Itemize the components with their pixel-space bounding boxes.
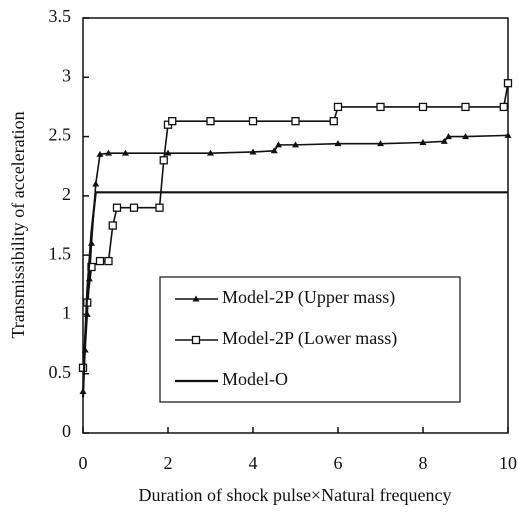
x-tick-label: 10 <box>499 453 517 473</box>
y-axis-title: Transmissibility of acceleration <box>8 111 28 338</box>
marker <box>461 102 470 112</box>
marker <box>503 79 513 88</box>
y-tick-label: 2 <box>62 184 71 204</box>
marker <box>105 149 112 156</box>
y-tick-label: 0.5 <box>49 362 72 382</box>
marker <box>376 102 385 112</box>
marker <box>333 102 343 112</box>
marker <box>155 203 164 212</box>
plot-frame <box>82 17 509 434</box>
legend-label: Model-O <box>222 369 288 389</box>
legend-label: Model-2P (Upper mass) <box>222 287 395 308</box>
marker <box>122 149 129 156</box>
marker <box>164 149 172 156</box>
marker <box>329 117 338 126</box>
marker <box>92 180 100 187</box>
marker <box>504 131 512 138</box>
x-tick-label: 4 <box>249 453 258 473</box>
marker <box>112 203 122 212</box>
y-tick-label: 2.5 <box>49 125 72 145</box>
y-tick-label: 1 <box>62 303 71 323</box>
y-tick-label: 1.5 <box>49 243 72 263</box>
legend-label: Model-2P (Lower mass) <box>222 328 397 349</box>
marker <box>419 139 427 145</box>
marker <box>96 150 104 157</box>
marker <box>207 149 214 156</box>
marker <box>334 140 342 147</box>
marker <box>206 117 215 126</box>
marker <box>445 133 452 140</box>
marker <box>270 147 278 154</box>
marker <box>377 140 384 147</box>
marker <box>291 117 300 126</box>
legend: Model-2P (Upper mass) Model-2P (Lower mas… <box>159 276 461 403</box>
y-tick-label: 3.5 <box>49 6 72 26</box>
marker <box>129 203 139 212</box>
series-line <box>81 191 508 398</box>
x-axis-title: Duration of shock pulse×Natural frequenc… <box>138 485 451 505</box>
x-tick-label: 2 <box>164 453 173 473</box>
marker <box>418 102 428 112</box>
y-tick-label: 0 <box>62 421 71 441</box>
x-tick-label: 0 <box>79 453 88 473</box>
marker <box>292 141 299 148</box>
y-tick-label: 3 <box>62 65 71 85</box>
legend-marker <box>191 335 201 345</box>
marker <box>440 137 448 144</box>
marker <box>249 148 257 155</box>
marker <box>95 256 105 266</box>
marker <box>104 256 113 266</box>
legend-marker <box>192 295 200 302</box>
marker <box>108 221 117 230</box>
marker <box>248 117 258 126</box>
marker <box>462 133 469 140</box>
x-tick-label: 8 <box>419 453 428 473</box>
x-tick-label: 6 <box>334 453 343 473</box>
marker <box>275 141 282 148</box>
marker <box>159 156 168 165</box>
marker <box>499 102 508 112</box>
marker <box>168 117 177 126</box>
